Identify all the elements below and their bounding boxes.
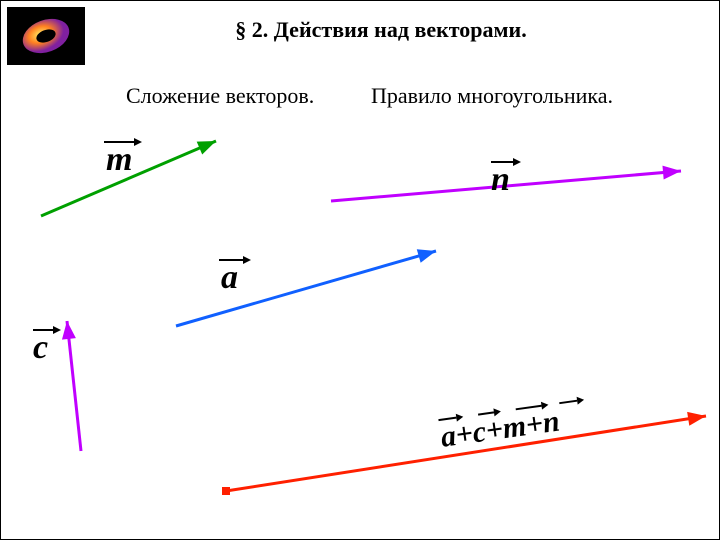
label-m: m — [106, 141, 132, 179]
overarrow-m-line — [104, 141, 134, 143]
vector-canvas — [1, 1, 720, 541]
overarrow-n-head — [513, 158, 521, 166]
overarrow-a-head — [243, 256, 251, 264]
label-c: c — [33, 329, 48, 367]
header-icon — [7, 7, 85, 65]
overarrow-c-head — [53, 326, 61, 334]
subtitle-right: Правило многоугольника. — [371, 83, 613, 109]
label-a: a — [221, 259, 238, 297]
page-title: § 2. Действия над векторами. — [101, 17, 661, 43]
label-sum: a+c+m+n — [439, 396, 622, 455]
subtitle-left: Сложение векторов. — [126, 83, 314, 109]
overarrow-m-head — [134, 138, 142, 146]
label-n: n — [491, 161, 510, 199]
torus-icon — [14, 12, 78, 60]
overarrow-a-line — [219, 259, 243, 261]
overarrow-n-line — [491, 161, 513, 163]
overarrow-c-line — [33, 329, 53, 331]
